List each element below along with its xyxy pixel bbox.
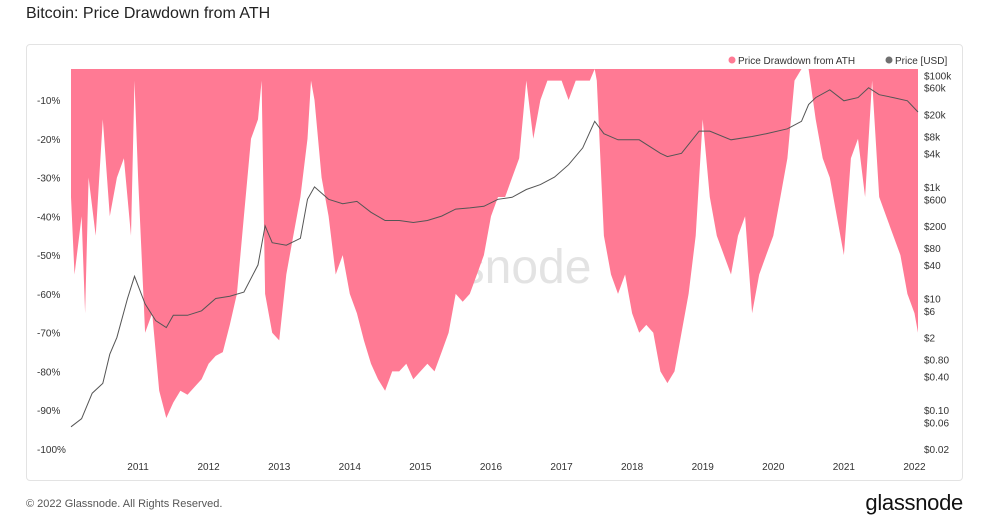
- right-axis-tick-label: $0.02: [924, 445, 949, 456]
- x-axis-tick-label: 2013: [268, 462, 291, 473]
- right-axis-tick-label: $1k: [924, 183, 941, 194]
- left-axis: -10% -20% -30% -40% -50% -60% -70% -80% -90% -100…: [37, 96, 66, 456]
- right-axis-tick-label: $80: [924, 244, 941, 255]
- left-axis-tick-label: -20%: [37, 135, 60, 146]
- legend-price-swatch: [885, 56, 893, 64]
- left-axis-tick-label: -100%: [37, 445, 66, 456]
- legend: Price Drawdown from ATH Price [USD]: [728, 56, 947, 67]
- left-axis-tick-label: -10%: [37, 96, 60, 107]
- right-axis: $100k $60k $20k $8k $4k $1k$600 $200 $80 $40 $10 $…: [924, 71, 952, 456]
- x-axis-tick-label: 2021: [833, 462, 856, 473]
- chart-panel: glassnode -10% -20% -30% -40% -50% -60% -70% -8…: [26, 44, 963, 481]
- legend-drawdown-swatch: [728, 56, 736, 64]
- x-axis-tick-label: 2019: [692, 462, 715, 473]
- left-axis-tick-label: -80%: [37, 367, 60, 378]
- right-axis-tick-label: $0.06: [924, 418, 949, 429]
- left-axis-tick-label: -60%: [37, 290, 60, 301]
- drawdown-price-chart: glassnode -10%-20%-30%-40%-50%-60%-70%-8…: [37, 56, 952, 473]
- x-axis-tick-label: 2011: [127, 462, 149, 473]
- left-axis-tick-label: -50%: [37, 251, 60, 262]
- x-axis-tick-label: 2015: [409, 462, 432, 473]
- x-axis-tick-label: 2020: [762, 462, 785, 473]
- right-axis-tick-label: $60k: [924, 84, 947, 95]
- right-axis-tick-label: $2: [924, 333, 936, 344]
- right-axis-tick-label: $0.40: [924, 372, 949, 383]
- x-axis-tick-label: 2016: [480, 462, 503, 473]
- x-axis: 2011 2012 2013 2014 2015 2016 2017 2018 2019 2020…: [127, 462, 926, 473]
- right-axis-tick-label: $6: [924, 307, 936, 318]
- legend-drawdown-label[interactable]: Price Drawdown from ATH: [738, 56, 855, 67]
- right-axis-tick-label: $20k: [924, 110, 947, 121]
- right-axis-tick-label: $100k: [924, 71, 952, 82]
- left-axis-tick-label: -70%: [37, 329, 60, 340]
- right-axis-tick-label: $8k: [924, 133, 941, 144]
- page-title: Bitcoin: Price Drawdown from ATH: [26, 5, 271, 22]
- x-axis-tick-label: 2017: [550, 462, 573, 473]
- x-axis-tick-label: 2012: [198, 462, 221, 473]
- glassnode-logo: glassnode: [865, 490, 963, 515]
- drawdown-area: [71, 69, 918, 418]
- right-axis-tick-label: $0.10: [924, 406, 949, 417]
- right-axis-tick-label: $0.80: [924, 356, 949, 367]
- price-line: [70, 87, 919, 428]
- right-axis-tick-label: $600: [924, 195, 947, 206]
- x-axis-tick-label: 2014: [339, 462, 362, 473]
- drawdown-series: [71, 69, 918, 418]
- price-series: [70, 87, 919, 428]
- left-axis-tick-label: -90%: [37, 406, 60, 417]
- right-axis-tick-label: $40: [924, 261, 941, 272]
- legend-price-label[interactable]: Price [USD]: [895, 56, 947, 67]
- x-axis-tick-label: 2022: [903, 462, 926, 473]
- x-axis-tick-label: 2018: [621, 462, 644, 473]
- right-axis-tick-label: $4k: [924, 149, 941, 160]
- right-axis-tick-label: $200: [924, 222, 947, 233]
- left-axis-tick-label: -40%: [37, 212, 60, 223]
- left-axis-tick-label: -30%: [37, 174, 60, 185]
- copyright-text: © 2022 Glassnode. All Rights Reserved.: [26, 498, 223, 510]
- right-axis-tick-label: $10: [924, 294, 941, 305]
